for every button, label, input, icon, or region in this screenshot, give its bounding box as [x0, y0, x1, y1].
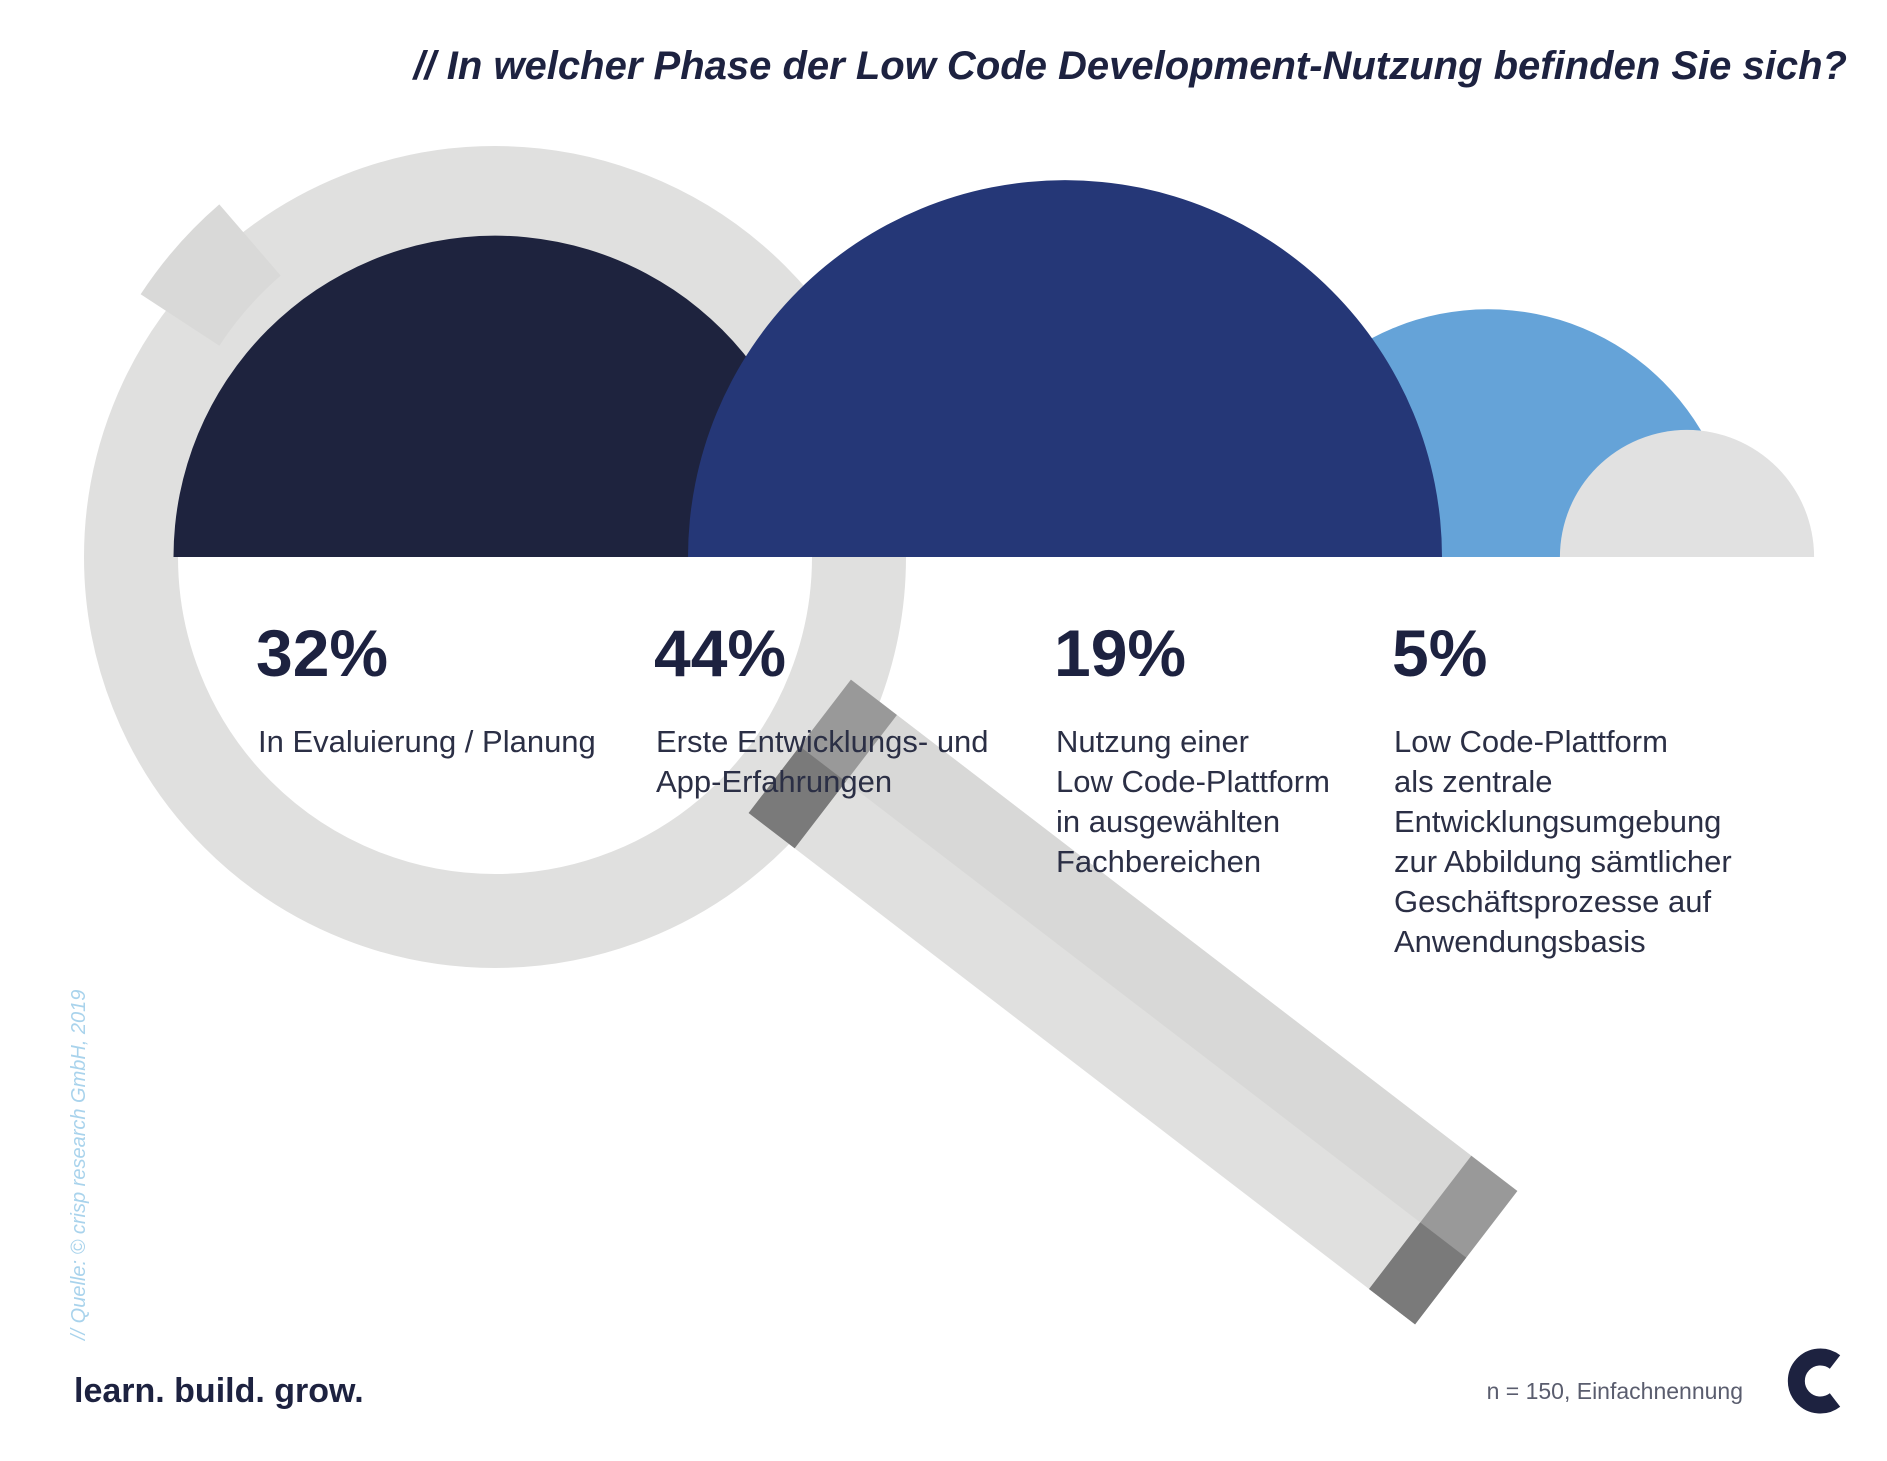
value-label-2: 44% — [654, 616, 787, 690]
value-label-4: 5% — [1392, 616, 1488, 690]
value-label-1: 32% — [256, 616, 389, 690]
semicircle-series — [173, 180, 1815, 557]
source-note: // Quelle: © crisp research GmbH, 2019 — [68, 989, 90, 1340]
semicircle-1 — [173, 235, 817, 557]
semicircle-4 — [1559, 429, 1815, 557]
magnifying-glass-icon — [84, 146, 1518, 1325]
semicircle-2 — [688, 180, 1442, 557]
chart-title: // In welcher Phase der Low Code Develop… — [413, 44, 1847, 88]
category-label-2: Erste Entwicklungs- und App-Erfahrungen — [656, 724, 989, 799]
value-label-3: 19% — [1054, 616, 1187, 690]
category-label-4: Low Code-Plattform als zentrale Entwickl… — [1394, 724, 1732, 959]
category-label-3: Nutzung einer Low Code-Plattform in ausg… — [1056, 724, 1330, 879]
crisp-logo-icon — [1787, 1348, 1841, 1414]
sample-note: n = 150, Einfachnennung — [1486, 1378, 1743, 1404]
tagline: learn. build. grow. — [74, 1372, 364, 1410]
category-label-1: In Evaluierung / Planung — [258, 724, 596, 759]
